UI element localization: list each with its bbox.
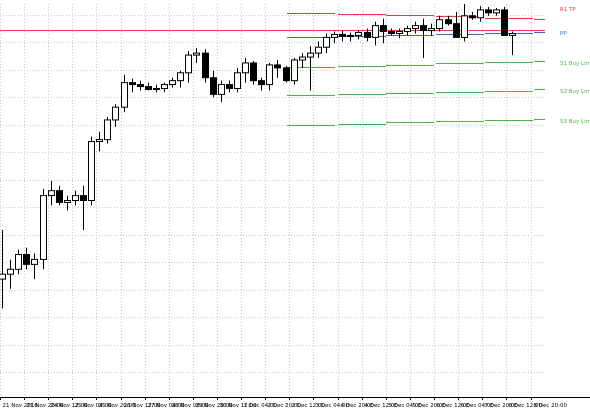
level-label: R1 TP xyxy=(560,7,576,13)
candle-body-bullish xyxy=(372,25,379,38)
x-tick-label: 2 Dec 12:00 xyxy=(292,403,326,409)
x-tick-label: 2 Dec 20:00 xyxy=(268,403,302,409)
x-tick-label: 24 Nov 12:00 xyxy=(51,403,89,409)
x-tick-label: 29 Nov 20:00 xyxy=(196,403,234,409)
candle-body-bullish xyxy=(218,84,225,95)
candle-body-bullish xyxy=(331,33,338,38)
level-label: S3 Buy Limit xyxy=(560,119,590,125)
candle-body-bullish xyxy=(355,31,362,36)
x-tick-label: 21 Nov 20:00 xyxy=(27,403,65,409)
candle-body-bearish xyxy=(453,23,460,38)
x-tick-label: 1 Dec 04:00 xyxy=(244,403,278,409)
candle-body-bullish xyxy=(104,119,111,141)
candle-body-bullish xyxy=(48,190,55,197)
x-tick-label: 28 Nov 08:00 xyxy=(172,403,210,409)
x-tick-label: 26 Nov 12:00 xyxy=(124,403,162,409)
candle-body-bearish xyxy=(226,84,233,89)
level-label: S1 Buy Limit xyxy=(560,61,590,67)
candle-body-bearish xyxy=(137,84,144,88)
candle-body-bullish xyxy=(493,9,500,14)
candle-body-bearish xyxy=(56,190,63,203)
candle-body-bullish xyxy=(112,106,119,121)
candle-body-bearish xyxy=(129,82,136,86)
x-tick-label: 7 Dec 20:00 xyxy=(485,403,519,409)
candle-body-bearish xyxy=(380,25,387,33)
candle-body-bearish xyxy=(364,31,371,38)
candle-body-bullish xyxy=(509,32,516,36)
x-tick-label: 30 Nov 12:00 xyxy=(220,403,258,409)
candle-body-bearish xyxy=(501,9,508,36)
candle-body-bullish xyxy=(307,52,314,58)
candle-body-bullish xyxy=(234,72,241,89)
x-tick-label: 21 Nov 2016 xyxy=(3,403,39,409)
candle-body-bullish xyxy=(0,273,6,280)
candle-body-bullish xyxy=(7,268,14,275)
candle-body-bullish xyxy=(88,141,95,202)
x-tick-label: 5 Dec 20:00 xyxy=(413,403,447,409)
x-tick-label: 3 Dec 04:00 xyxy=(316,403,350,409)
candle-body-bearish xyxy=(145,86,152,90)
candle-body-bullish xyxy=(461,15,468,38)
x-tick-label: 5 Dec 04:00 xyxy=(389,403,423,409)
candle-body-bullish xyxy=(347,34,354,37)
candle-body-bearish xyxy=(388,31,395,34)
level-label: S2 Buy Limit xyxy=(560,89,590,95)
candle-body-bullish xyxy=(96,139,103,143)
x-tick-label: 6 Dec 12:00 xyxy=(437,403,471,409)
candle-body-bearish xyxy=(339,33,346,37)
candle-body-bullish xyxy=(396,31,403,34)
candle-body-bearish xyxy=(283,67,290,82)
candle-body-bullish xyxy=(436,19,443,30)
candle-body-bullish xyxy=(121,82,128,108)
candle-body-bearish xyxy=(250,62,257,82)
candle-body-bullish xyxy=(477,9,484,19)
candle-body-bullish xyxy=(299,56,306,61)
candle-body-bullish xyxy=(193,52,200,56)
candle-body-bullish xyxy=(185,54,192,74)
candle-body-bullish xyxy=(266,64,273,86)
candle-body-bearish xyxy=(445,19,452,25)
candle-body-bearish xyxy=(485,9,492,14)
candle-body-bullish xyxy=(404,28,411,33)
candle-body-bearish xyxy=(80,195,87,201)
candle-body-bearish xyxy=(23,254,30,265)
candle-body-bullish xyxy=(64,200,71,203)
candle-body-bearish xyxy=(258,80,265,86)
x-tick-label: 8 Dec 12:00 xyxy=(509,403,543,409)
x-tick-label: 4 Dec 12:00 xyxy=(365,403,399,409)
candle-body-bullish xyxy=(72,195,79,201)
candle-body-bearish xyxy=(202,52,209,79)
candle-body-bullish xyxy=(153,87,160,90)
candle-body-bullish xyxy=(177,72,184,82)
pivot-levels-layer: R1 TP PP S1 Buy Limit S2 Buy Limit S3 Buy Li… xyxy=(0,7,590,126)
x-tick-label: 25 Nov 20:00 xyxy=(99,403,137,409)
candle-body-bullish xyxy=(315,46,322,54)
candle-body-bullish xyxy=(412,25,419,30)
level-label: PP xyxy=(560,31,567,37)
candle-body-bullish xyxy=(169,80,176,86)
x-tick-label: 25 Nov 04:00 xyxy=(75,403,113,409)
x-tick-label: 6 Dec 04:00 xyxy=(461,403,495,409)
candle-body-bullish xyxy=(161,84,168,89)
candle-body-bullish xyxy=(242,62,249,74)
candle-body-bullish xyxy=(40,195,47,260)
candle-body-bullish xyxy=(31,258,38,265)
candle-body-bullish xyxy=(291,59,298,82)
candle-body-bearish xyxy=(210,77,217,95)
x-tick-label: 8 Dec 20:00 xyxy=(534,403,568,409)
x-tick-label: 27 Nov 04:00 xyxy=(148,403,186,409)
x-tick-label: 4 Dec 20:00 xyxy=(341,403,375,409)
candles-layer xyxy=(0,4,516,309)
candle-body-bullish xyxy=(323,36,330,48)
candle-body-bullish xyxy=(428,28,435,32)
candle-body-bearish xyxy=(274,64,281,69)
candle-body-bearish xyxy=(469,15,476,19)
candle-body-bearish xyxy=(420,25,427,32)
candle-body-bullish xyxy=(15,254,22,270)
